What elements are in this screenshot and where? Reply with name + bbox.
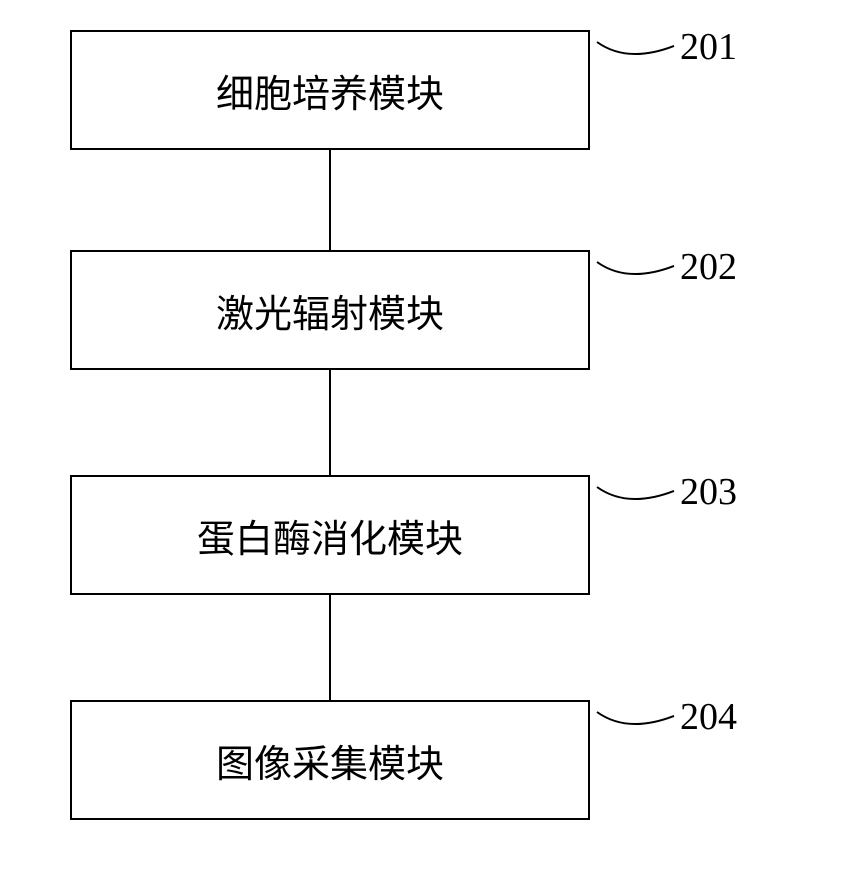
flow-block-label: 细胞培养模块	[216, 63, 444, 118]
callout-tick	[597, 262, 674, 274]
flow-block: 蛋白酶消化模块	[70, 475, 590, 595]
flow-block: 图像采集模块	[70, 700, 590, 820]
flow-block-label: 激光辐射模块	[216, 283, 444, 338]
reference-number: 201	[680, 25, 737, 69]
flowchart-canvas: 细胞培养模块 201 激光辐射模块 202 蛋白酶消化模块 203 图像采集模块 204	[0, 0, 846, 886]
callout-tick	[597, 712, 674, 724]
callout-tick	[597, 487, 674, 499]
flow-block-label: 图像采集模块	[216, 733, 444, 788]
reference-number: 203	[680, 470, 737, 514]
flow-block: 激光辐射模块	[70, 250, 590, 370]
reference-number: 202	[680, 245, 737, 289]
callout-tick	[597, 42, 674, 54]
flow-block-label: 蛋白酶消化模块	[197, 508, 463, 563]
flow-block: 细胞培养模块	[70, 30, 590, 150]
reference-number: 204	[680, 695, 737, 739]
